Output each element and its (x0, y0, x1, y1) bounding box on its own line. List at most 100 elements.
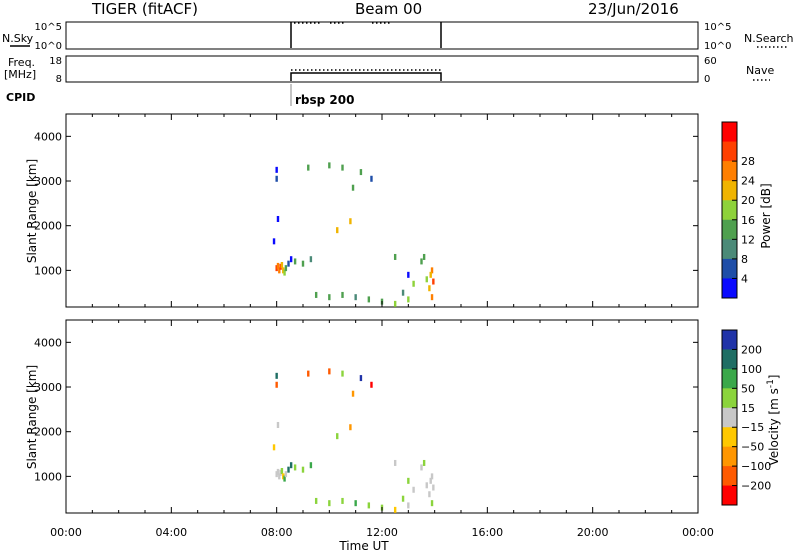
nsearch-label: N.Search (744, 32, 794, 45)
power-point-34 (407, 271, 410, 278)
nsky-tick-bottom: 10^0 (35, 41, 62, 52)
velocity-colorbar-step-4 (722, 407, 737, 428)
velocity-colorbar-label-2: 50 (741, 382, 755, 395)
velocity-colorbar-step-2 (722, 368, 737, 389)
power-point-7 (284, 265, 288, 272)
power-colorbar-label-5: 24 (741, 175, 755, 188)
velocity-colorbar-label-7: −200 (741, 480, 771, 493)
velocity-point-14 (275, 381, 278, 388)
power-point-31 (349, 218, 352, 225)
power-ytick-label-4000: 4000 (34, 130, 62, 143)
nsky-panel-frame (65, 21, 699, 50)
velocity-ylabel: Slant Range [km] (25, 365, 39, 469)
power-colorbar-frame (721, 121, 738, 299)
velocity-point-11 (301, 466, 305, 473)
power-panel: 1000 2000 3000 4000 (34, 113, 699, 308)
velocity-colorbar-step-3 (722, 388, 737, 409)
velocity-point-29 (307, 370, 310, 377)
time-tick-label-6: 00:00 (682, 526, 714, 539)
velocity-axis-ticks: 1000 2000 3000 4000 (34, 320, 699, 513)
power-colorbar-step-2 (722, 161, 737, 182)
velocity-colorbar-label-1: 100 (741, 363, 762, 376)
freq-tick-bottom: 8 (56, 74, 62, 85)
velocity-point-44 (429, 477, 432, 484)
power-colorbar-step-6 (722, 239, 737, 260)
freq-label-2: [MHz] (4, 68, 36, 81)
velocity-point-32 (336, 433, 339, 440)
power-point-2 (278, 267, 281, 274)
velocity-point-4 (280, 468, 284, 475)
nave-label: Nave (746, 64, 774, 77)
velocity-point-39 (430, 473, 434, 480)
power-point-10 (293, 258, 297, 265)
power-colorbar-label: Power [dB] (759, 183, 773, 248)
power-point-38 (430, 294, 434, 301)
power-colorbar: 4 8 12 16 20 24 28 (721, 121, 755, 299)
time-tick-label-5: 20:00 (577, 526, 609, 539)
power-colorbar-step-4 (722, 200, 737, 221)
velocity-point-31 (349, 424, 352, 431)
power-point-13 (275, 166, 278, 173)
velocity-ytick-label-1000: 1000 (34, 470, 62, 483)
time-axis-ticks: 00:00 04:00 08:00 12:00 16:00 20:00 00:00 (50, 526, 714, 539)
velocity-point-40 (422, 459, 426, 466)
velocity-point-21 (367, 502, 371, 509)
velocity-point-10 (293, 464, 297, 471)
power-point-16 (272, 238, 276, 245)
velocity-point-27 (359, 375, 363, 382)
velocity-point-13 (275, 372, 278, 379)
power-point-41 (412, 280, 415, 287)
power-point-37 (428, 285, 431, 292)
velocity-point-35 (420, 464, 423, 471)
velocity-colorbar-step-7 (722, 466, 737, 487)
nsearch-tick-top: 10^5 (704, 22, 731, 33)
nsearch-tick-bottom: 10^0 (704, 41, 731, 52)
velocity-point-36 (425, 482, 428, 489)
velocity-point-42 (401, 495, 405, 502)
power-ylabel: Slant Range [km] (25, 159, 39, 263)
velocity-point-3 (279, 469, 282, 476)
power-colorbar-label-6: 28 (741, 155, 755, 168)
velocity-point-25 (328, 368, 331, 375)
velocity-point-2 (278, 473, 281, 480)
velocity-point-0 (275, 471, 278, 478)
power-point-44 (429, 271, 432, 278)
beam-title: Beam 00 (355, 0, 422, 18)
power-point-40 (422, 253, 426, 260)
cpid-value: rbsp 200 (295, 93, 354, 107)
power-colorbar-label-3: 16 (741, 214, 755, 227)
velocity-colorbar-label-3: 15 (741, 402, 755, 415)
velocity-point-19 (341, 497, 344, 504)
velocity-panel-frame (65, 319, 699, 514)
power-colorbar-label-2: 12 (741, 233, 755, 246)
power-colorbar-step-8 (722, 278, 737, 299)
power-colorbar-label-0: 4 (741, 272, 748, 285)
power-point-29 (307, 164, 310, 171)
velocity-point-41 (412, 486, 415, 493)
time-axis-label: Time UT (338, 539, 389, 553)
velocity-point-17 (314, 497, 318, 504)
velocity-colorbar-step-8 (722, 485, 737, 506)
nave-tick-bottom: 0 (704, 74, 710, 85)
power-colorbar-step-0 (722, 122, 737, 143)
power-point-6 (283, 269, 286, 276)
velocity-colorbar-frame (721, 329, 738, 506)
power-point-11 (301, 260, 305, 267)
power-point-17 (314, 291, 318, 298)
time-tick-label-1: 04:00 (155, 526, 187, 539)
power-point-14 (275, 175, 278, 182)
velocity-point-26 (341, 370, 344, 377)
power-ytick-label-3000: 3000 (34, 175, 62, 188)
velocity-colorbar-step-0 (722, 330, 737, 350)
power-point-30 (351, 184, 355, 191)
velocity-colorbar-step-5 (722, 427, 737, 448)
velocity-ytick-label-4000: 4000 (34, 336, 62, 349)
freq-panel-frame (65, 55, 699, 83)
power-colorbar-step-7 (722, 258, 737, 279)
nsky-series-line (290, 22, 442, 48)
power-point-18 (328, 294, 331, 301)
power-point-21 (367, 296, 371, 303)
velocity-colorbar-step-6 (722, 446, 737, 467)
velocity-point-5 (282, 473, 285, 480)
